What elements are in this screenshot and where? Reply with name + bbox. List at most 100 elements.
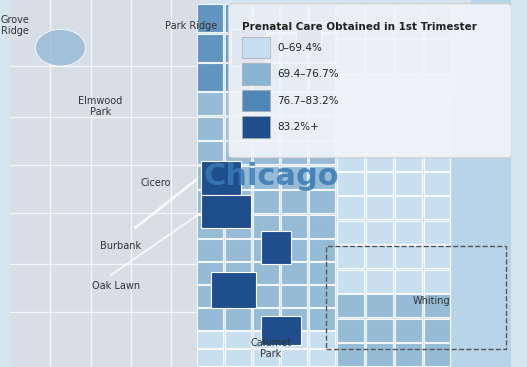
Bar: [253, 34, 279, 62]
Bar: [424, 4, 450, 38]
Text: Grove
Ridge: Grove Ridge: [1, 15, 30, 36]
Bar: [424, 221, 450, 244]
Bar: [211, 272, 256, 308]
Bar: [424, 39, 450, 73]
Bar: [281, 262, 307, 284]
Bar: [366, 148, 393, 171]
Text: Elmwood
Park: Elmwood Park: [79, 96, 123, 117]
Bar: [309, 308, 335, 330]
Bar: [253, 239, 279, 261]
Text: Chicago: Chicago: [203, 161, 339, 191]
Bar: [309, 34, 335, 62]
Bar: [225, 262, 251, 284]
Bar: [337, 39, 364, 73]
Bar: [337, 148, 364, 171]
Bar: [261, 231, 291, 264]
Bar: [197, 308, 223, 330]
Bar: [253, 190, 279, 213]
Bar: [281, 308, 307, 330]
Bar: [253, 262, 279, 284]
Bar: [337, 196, 364, 219]
Bar: [366, 74, 393, 97]
Bar: [309, 63, 335, 91]
Bar: [424, 123, 450, 146]
Bar: [395, 148, 422, 171]
Bar: [424, 270, 450, 293]
Bar: [225, 141, 251, 164]
Bar: [281, 117, 307, 140]
Bar: [309, 4, 335, 32]
Bar: [366, 39, 393, 73]
Bar: [366, 319, 393, 342]
Bar: [281, 4, 307, 32]
Bar: [197, 285, 223, 307]
Bar: [337, 123, 364, 146]
Bar: [337, 246, 364, 268]
Bar: [197, 331, 223, 348]
Bar: [395, 196, 422, 219]
Text: Park Ridge: Park Ridge: [164, 21, 217, 31]
Bar: [281, 34, 307, 62]
Bar: [253, 166, 279, 189]
Bar: [395, 319, 422, 342]
Bar: [231, 29, 266, 66]
Bar: [281, 331, 307, 348]
Bar: [197, 117, 223, 140]
Bar: [225, 117, 251, 140]
Bar: [242, 63, 270, 85]
Text: Calumet
Park: Calumet Park: [250, 338, 291, 359]
Bar: [253, 349, 279, 366]
Bar: [296, 22, 321, 51]
Bar: [281, 349, 307, 366]
FancyBboxPatch shape: [228, 4, 511, 158]
Bar: [201, 195, 251, 228]
Bar: [225, 166, 251, 189]
Bar: [201, 161, 241, 195]
Bar: [225, 239, 251, 261]
Bar: [337, 4, 364, 38]
Bar: [337, 294, 364, 317]
Bar: [309, 239, 335, 261]
Bar: [395, 294, 422, 317]
Bar: [253, 63, 279, 91]
Bar: [366, 294, 393, 317]
Bar: [261, 316, 301, 345]
Bar: [225, 190, 251, 213]
Bar: [337, 99, 364, 121]
Bar: [253, 331, 279, 348]
Bar: [309, 349, 335, 366]
Bar: [197, 4, 223, 32]
Bar: [197, 141, 223, 164]
Bar: [309, 215, 335, 238]
Bar: [11, 0, 201, 367]
Bar: [281, 285, 307, 307]
Bar: [225, 63, 251, 91]
Bar: [366, 343, 393, 366]
Text: Whiting: Whiting: [413, 296, 450, 306]
Bar: [424, 319, 450, 342]
Bar: [197, 239, 223, 261]
Bar: [197, 92, 223, 116]
Bar: [197, 262, 223, 284]
Bar: [242, 37, 270, 58]
Ellipse shape: [35, 29, 85, 66]
Bar: [424, 148, 450, 171]
Bar: [424, 246, 450, 268]
Bar: [395, 246, 422, 268]
Bar: [309, 92, 335, 116]
Bar: [225, 285, 251, 307]
Bar: [225, 349, 251, 366]
Bar: [395, 270, 422, 293]
Bar: [366, 196, 393, 219]
Bar: [242, 90, 270, 111]
Bar: [337, 319, 364, 342]
Bar: [281, 63, 307, 91]
Bar: [197, 34, 223, 62]
Bar: [197, 215, 223, 238]
Text: Burbank: Burbank: [100, 241, 141, 251]
Bar: [242, 116, 270, 138]
Bar: [253, 308, 279, 330]
Bar: [309, 166, 335, 189]
Bar: [225, 4, 251, 32]
Bar: [197, 190, 223, 213]
